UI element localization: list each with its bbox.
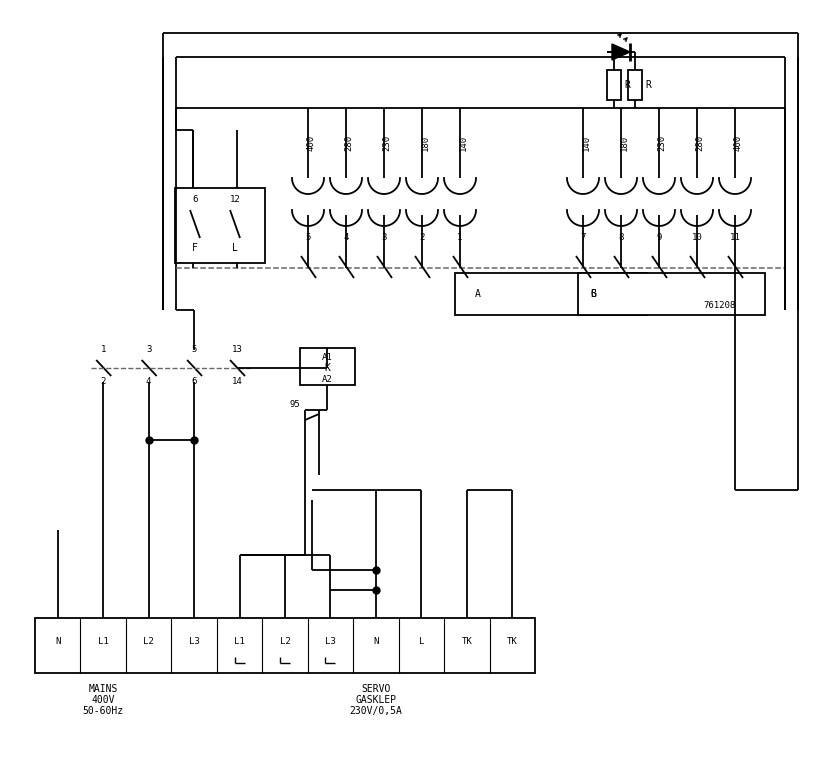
Text: L3: L3 [325, 637, 336, 645]
Text: L2: L2 [280, 637, 290, 645]
Text: L2: L2 [143, 637, 154, 645]
Text: GASKLEP: GASKLEP [355, 695, 396, 705]
Text: R: R [644, 80, 650, 90]
Text: 280: 280 [344, 135, 353, 151]
Bar [627, 70, 641, 100]
Text: 2: 2 [418, 233, 424, 242]
Text: 95: 95 [289, 401, 300, 410]
Text: 3: 3 [146, 346, 151, 354]
Text: 50-60Hz: 50-60Hz [83, 706, 123, 716]
Text: 3: 3 [381, 233, 386, 242]
Text: A: A [475, 289, 480, 299]
Text: A2: A2 [321, 375, 332, 385]
Text: 10: 10 [691, 233, 701, 242]
Bar [35, 618, 534, 673]
Text: 140: 140 [581, 135, 590, 151]
Text: K: K [323, 363, 329, 373]
Bar [577, 273, 764, 315]
Text: 230V/0,5A: 230V/0,5A [349, 706, 402, 716]
Text: MAINS: MAINS [88, 684, 117, 694]
Text: 400: 400 [306, 135, 315, 151]
Text: 5: 5 [305, 233, 310, 242]
Text: N: N [55, 637, 60, 645]
Text: 9: 9 [656, 233, 661, 242]
Text: L1: L1 [234, 637, 245, 645]
Text: 14: 14 [232, 378, 242, 387]
Text: 1: 1 [457, 233, 462, 242]
Text: N: N [373, 637, 378, 645]
Text: A1: A1 [321, 353, 332, 363]
Text: B: B [590, 289, 595, 299]
Text: G: G [590, 289, 595, 299]
Text: 4: 4 [146, 378, 151, 387]
Text: 180: 180 [619, 135, 628, 151]
Text: 140: 140 [458, 135, 467, 151]
Text: L1: L1 [98, 637, 108, 645]
Text: 2: 2 [100, 378, 106, 387]
Text: 761208: 761208 [703, 302, 735, 311]
Bar [299, 348, 355, 385]
Text: 400: 400 [733, 135, 742, 151]
Text: 7: 7 [580, 233, 585, 242]
Text: L: L [418, 637, 423, 645]
Text: L: L [232, 243, 237, 253]
Bar [606, 70, 620, 100]
Text: 180: 180 [420, 135, 429, 151]
Text: 6: 6 [192, 195, 198, 204]
Text: 230: 230 [657, 135, 666, 151]
Polygon shape [611, 44, 629, 60]
Text: F: F [192, 243, 198, 253]
Text: 5: 5 [191, 346, 197, 354]
Text: TK: TK [506, 637, 517, 645]
Text: R: R [624, 80, 629, 90]
Text: TK: TK [461, 637, 471, 645]
Text: 400V: 400V [91, 695, 115, 705]
Text: 8: 8 [618, 233, 623, 242]
Text: SERVO: SERVO [361, 684, 390, 694]
Bar [174, 188, 265, 263]
Text: 230: 230 [382, 135, 391, 151]
Text: 13: 13 [232, 346, 242, 354]
Text: 4: 4 [343, 233, 348, 242]
Text: 6: 6 [191, 378, 197, 387]
Text: 1: 1 [100, 346, 106, 354]
Text: 12: 12 [229, 195, 240, 204]
Text: 11: 11 [729, 233, 739, 242]
Bar [455, 273, 646, 315]
Text: 280: 280 [695, 135, 704, 151]
Text: L3: L3 [189, 637, 199, 645]
